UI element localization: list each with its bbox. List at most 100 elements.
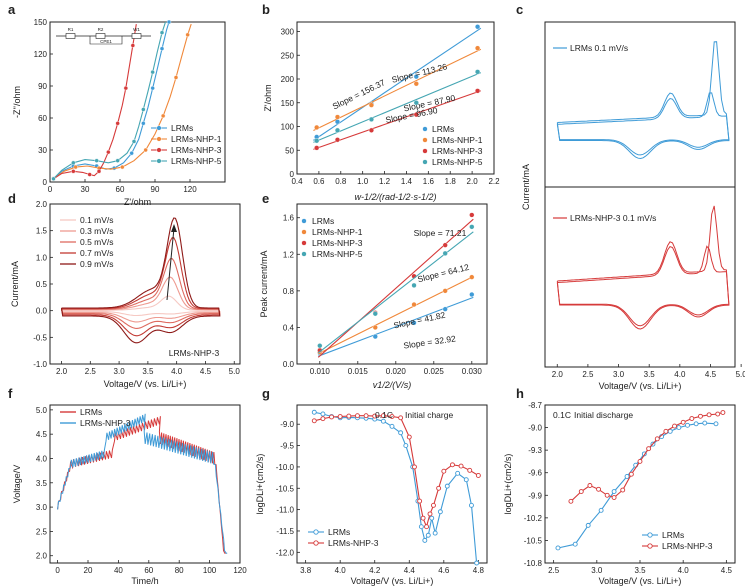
panel-a-xtick-label: 30 (81, 185, 90, 194)
panel-d-xtick-label: 3.5 (142, 367, 154, 376)
data-point (406, 434, 412, 440)
data-point (314, 138, 320, 144)
panel-a-ytick-label: 120 (34, 50, 48, 59)
circuit-element (95, 33, 106, 39)
data-point (637, 458, 643, 464)
data-point (160, 113, 166, 119)
data-point (685, 422, 690, 428)
panel-f-frame (49, 404, 241, 564)
legend-marker (301, 229, 307, 235)
panel-b-xtick-label: 1.8 (445, 177, 457, 186)
data-point (693, 421, 699, 427)
data-point (185, 32, 190, 37)
legend-marker (422, 159, 428, 165)
fit-line (318, 296, 474, 357)
data-point (450, 462, 455, 468)
panel-g-rate: 0.1C (375, 410, 393, 420)
data-point (458, 463, 464, 469)
panel-h-xtick-label: 2.5 (548, 566, 560, 575)
series-line (53, 23, 192, 180)
data-point (442, 306, 448, 312)
data-point (702, 420, 708, 426)
panel-d-xtick-label: 2.5 (85, 367, 97, 376)
data-point (173, 75, 179, 80)
data-point (611, 489, 617, 494)
panel-h-xlabel: Voltage/V (vs. Li/Li+) (599, 576, 682, 586)
data-point (143, 147, 148, 153)
data-point (120, 164, 125, 170)
legend-marker (156, 125, 162, 131)
panel-c-bottom-frame (544, 186, 736, 368)
panel-b-ylabel: Z'/ohm (263, 84, 273, 111)
panel-h-mode: Initial discharge (574, 410, 633, 420)
fit-line (313, 27, 482, 141)
panel-g-ytick-label: -11.0 (276, 506, 294, 515)
panel-d-ytick-label: -0.5 (33, 333, 47, 342)
panel-letter: f (8, 386, 13, 401)
data-point (141, 107, 146, 112)
data-point (672, 423, 677, 429)
data-point (444, 483, 450, 489)
legend-marker (301, 240, 307, 246)
panel-f-xtick-label: 80 (175, 566, 184, 575)
data-point (412, 464, 417, 470)
gitt-curve-nhp3 (57, 416, 226, 554)
data-point (442, 250, 448, 256)
panel-a-xtick-label: 120 (183, 185, 197, 194)
data-point (624, 474, 630, 479)
legend-marker (313, 540, 319, 546)
series-line (53, 21, 167, 180)
data-point (587, 483, 593, 488)
data-point (469, 212, 475, 218)
data-point (436, 485, 442, 491)
panel-b-frame (296, 21, 495, 175)
legend-label: 0.7 mV/s (80, 248, 114, 258)
data-point (389, 414, 395, 419)
panel-letter: a (8, 2, 16, 17)
slope-label: Slope = 71.21 (414, 228, 467, 238)
data-point (368, 127, 375, 133)
panel-e-xtick-label: 0.020 (386, 367, 407, 376)
data-point (431, 502, 436, 508)
data-point (568, 498, 574, 504)
data-point (413, 100, 419, 106)
legend-label: LRMs-NHP-3 (312, 238, 363, 248)
data-point (437, 509, 443, 515)
data-point (442, 288, 448, 294)
legend-label: LRMs-NHP-5 (432, 157, 483, 167)
panel-g-xlabel: Voltage/V (vs. Li/Li+) (351, 576, 434, 586)
panel-b-ytick-label: 150 (281, 99, 295, 108)
data-point (317, 343, 323, 349)
panel-a-xtick-label: 0 (48, 185, 53, 194)
data-point (474, 560, 480, 566)
data-point (474, 69, 481, 75)
panel-a-ytick-label: 0 (43, 178, 48, 187)
panel-f-xtick-label: 40 (114, 566, 123, 575)
legend-label: 0.5 mV/s (80, 237, 114, 247)
panel-d-ytick-label: 1.5 (36, 227, 48, 236)
cv-rate-curve (60, 217, 221, 344)
data-point (620, 487, 626, 493)
panel-b-xtick-label: 1.2 (379, 177, 391, 186)
panel-b-ytick-label: 100 (281, 123, 295, 132)
data-point (71, 169, 76, 174)
panel-g-xtick-label: 4.8 (473, 566, 485, 575)
data-point (311, 418, 317, 424)
legend-label: LRMs-NHP-3 (328, 538, 379, 548)
data-point (363, 413, 369, 419)
fit-line (317, 218, 474, 358)
data-point (115, 158, 120, 163)
circuit-label: CPE1 (100, 39, 112, 44)
legend-marker (422, 137, 428, 143)
legend-label: LRMs (80, 407, 102, 417)
legend-label: LRMs-NHP-5 (171, 156, 222, 166)
panel-d-xlabel: Voltage/V (vs. Li/Li+) (104, 379, 187, 389)
legend-label: LRMs-NHP-3 (80, 418, 131, 428)
data-point (94, 158, 99, 163)
panel-b-xtick-label: 2.0 (467, 177, 479, 186)
data-point (159, 30, 165, 35)
data-point (398, 415, 404, 421)
legend-label: LRMs-NHP-5 (312, 249, 363, 259)
panel-d-xtick-label: 5.0 (229, 367, 241, 376)
panel-b-xtick-label: 0.4 (291, 177, 303, 186)
